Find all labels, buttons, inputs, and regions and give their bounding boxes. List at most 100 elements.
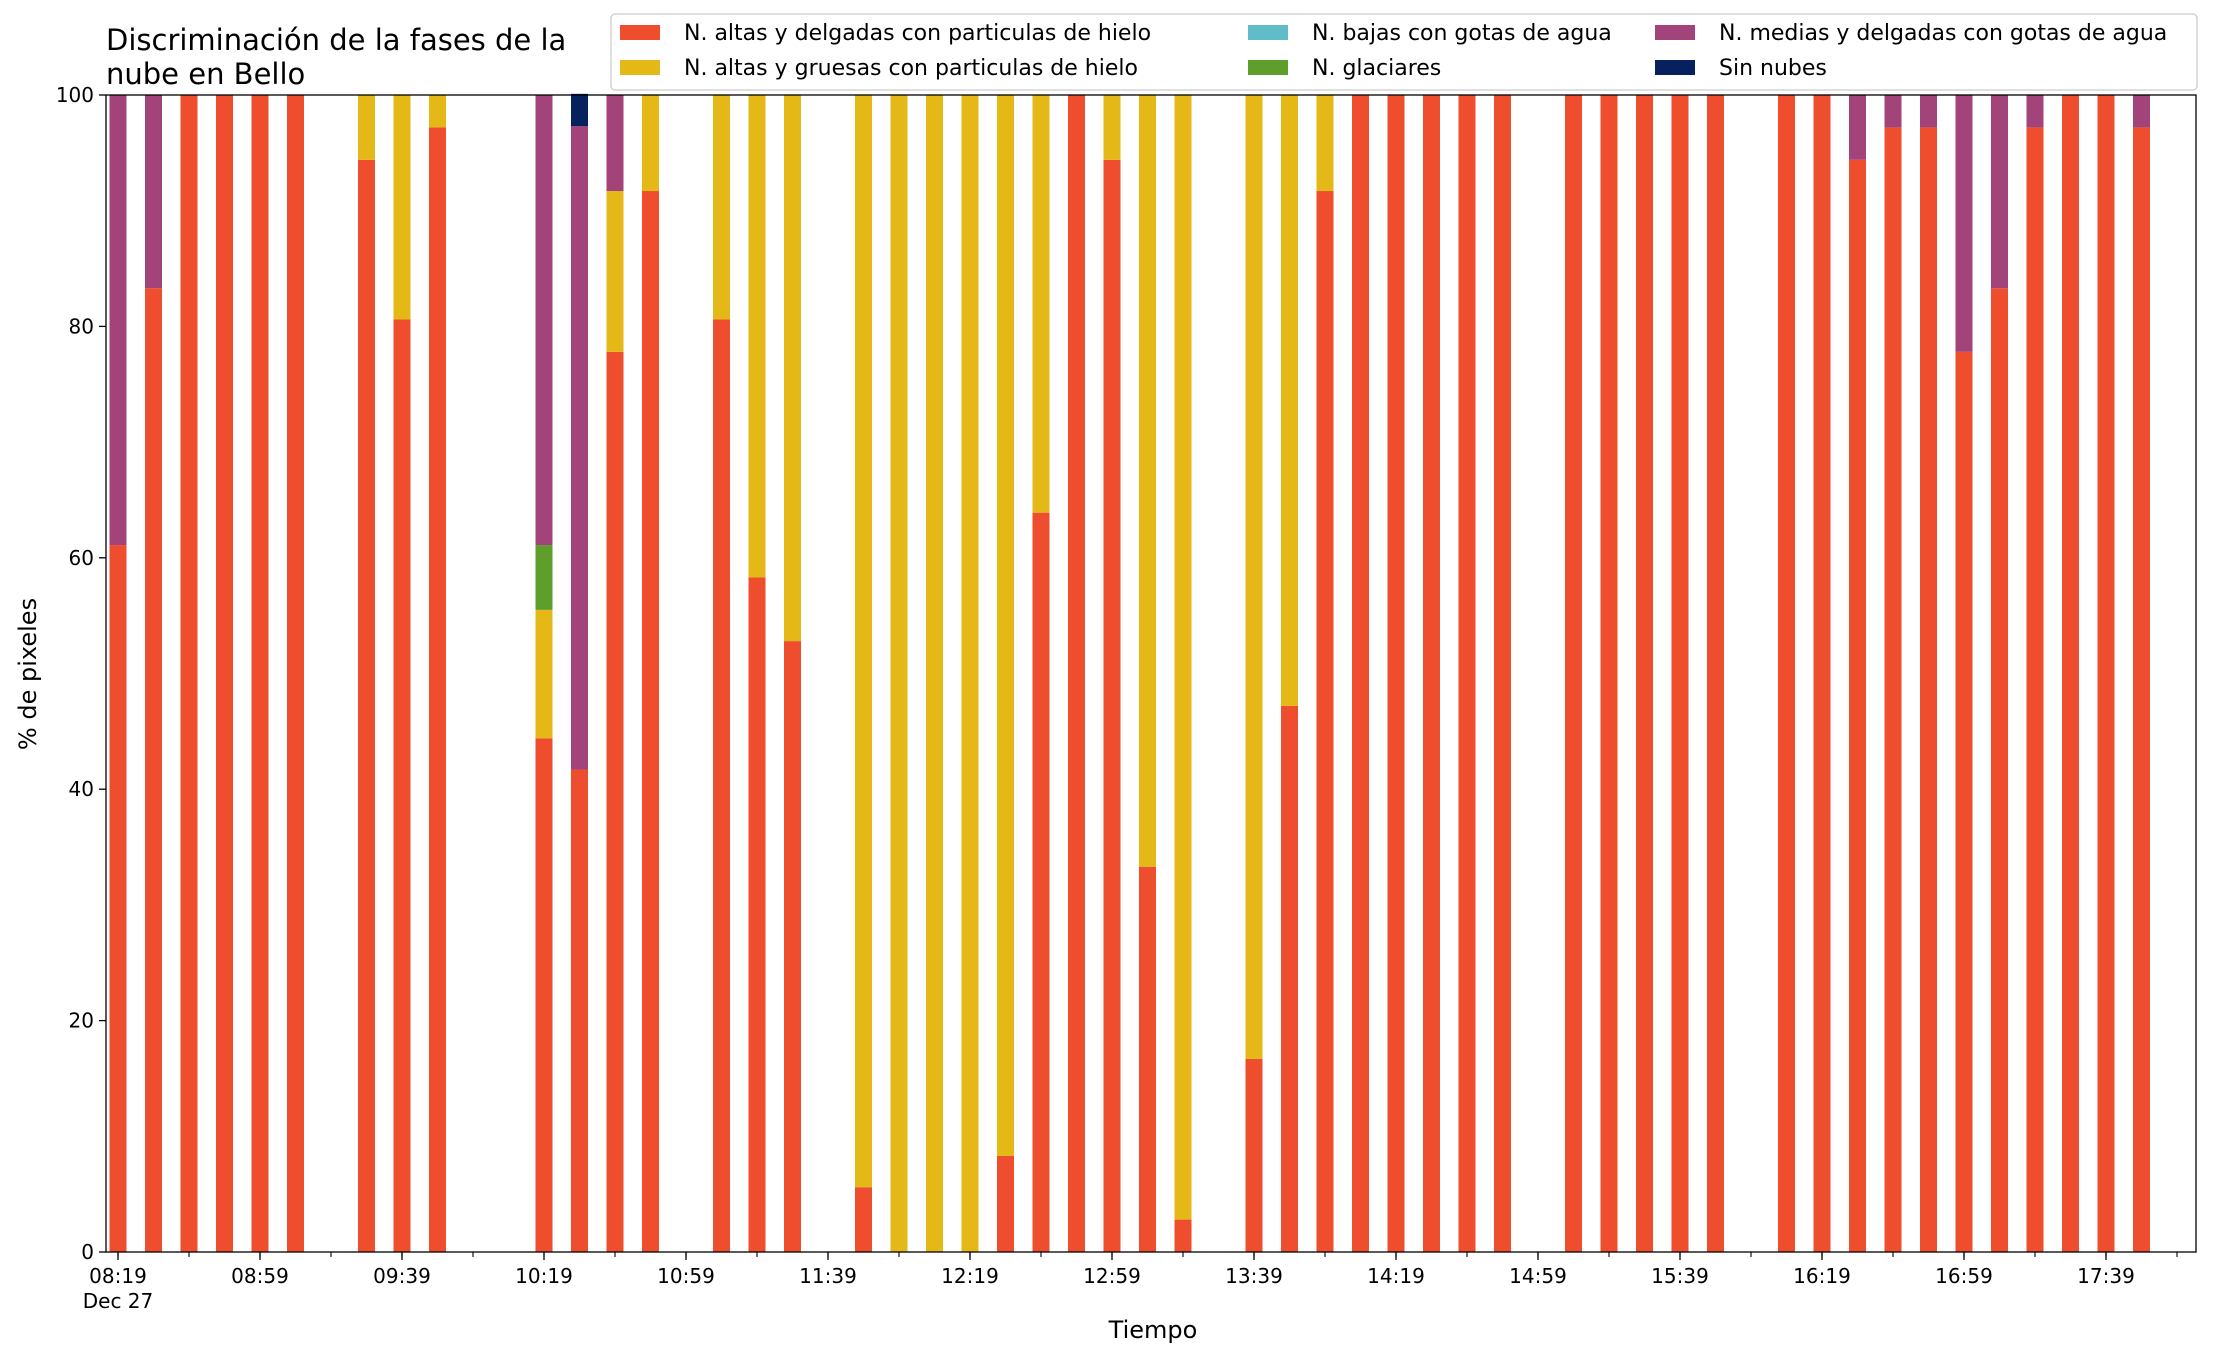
x-tick-label-1219: 12:19	[941, 1264, 999, 1288]
bar-segment-1529-s0	[1636, 95, 1653, 1252]
legend-swatch-3	[1248, 60, 1288, 75]
bar-segment-1349-s1	[1281, 95, 1298, 706]
bar-segment-0849-s0	[216, 95, 233, 1252]
bar-segment-1619-s0	[1813, 95, 1831, 1252]
y-tick-label-0: 0	[81, 1240, 94, 1264]
bar-segment-1649-s0	[1920, 127, 1937, 1252]
bar-segment-1049-s0	[642, 191, 659, 1252]
legend-label-1: N. altas y gruesas con particulas de hie…	[684, 56, 1138, 81]
bar-segment-1339-s0	[1245, 1058, 1263, 1252]
bar-segment-1539-s0	[1671, 95, 1689, 1252]
bar-segment-0819-s4	[109, 95, 127, 546]
bar-segment-1509-s0	[1565, 95, 1582, 1252]
x-tick-label-1339: 13:39	[1225, 1264, 1283, 1288]
bar-segment-1319-s1	[1174, 95, 1192, 1220]
bar-segment-1229-s0	[997, 1155, 1014, 1252]
x-tick-label-0859: 08:59	[231, 1264, 289, 1288]
bar-segment-1349-s0	[1281, 705, 1298, 1252]
chart-title-line-2: nube en Bello	[106, 57, 305, 91]
bar-segment-1119-s1	[748, 95, 766, 578]
x-tick-date-label: Dec 27	[83, 1289, 154, 1313]
bar-segment-0939-s0	[393, 319, 411, 1253]
bar-segment-1429-s0	[1423, 95, 1440, 1252]
bar-segment-0829-s0	[145, 288, 162, 1253]
bar-segment-1259-s1	[1103, 95, 1121, 160]
bar-segment-1319-s0	[1174, 1219, 1192, 1252]
legend: N. altas y delgadas con particulas de hi…	[610, 13, 2198, 91]
bar-segment-1259-s0	[1103, 159, 1121, 1252]
legend-swatch-5	[1655, 60, 1695, 75]
bar-segment-1309-s0	[1139, 866, 1156, 1252]
bar-segment-1409-s0	[1352, 95, 1369, 1252]
bar-segment-1029-s0	[571, 769, 588, 1252]
x-tick-label-1139: 11:39	[799, 1264, 857, 1288]
axes-group	[105, 94, 2197, 1253]
bar-segment-1209-s1	[926, 95, 943, 1252]
x-tick-label-0939: 09:39	[373, 1264, 431, 1288]
bar-segment-1239-s0	[1032, 512, 1050, 1252]
bar-segment-1239-s1	[1032, 95, 1050, 513]
bar-segment-1109-s1	[713, 95, 730, 320]
legend-label-3: N. glaciares	[1312, 56, 1441, 81]
bar-segment-0859-s0	[251, 95, 269, 1252]
bar-segment-1729-s0	[2062, 95, 2079, 1252]
bar-segment-1609-s0	[1778, 95, 1795, 1252]
bar-segment-1709-s0	[1991, 288, 2008, 1253]
bar-segment-1129-s0	[784, 641, 801, 1252]
chart-title-line-1: Discriminación de la fases de la	[106, 23, 566, 57]
bar-segment-0839-s0	[180, 95, 198, 1252]
bar-segment-1739-s0	[2097, 95, 2115, 1252]
bar-segment-1519-s0	[1600, 95, 1618, 1252]
x-tick-label-1539: 15:39	[1651, 1264, 1709, 1288]
bar-segment-0949-s1	[429, 95, 446, 128]
bar-segment-1649-s4	[1920, 95, 1937, 128]
bar-segment-1339-s1	[1245, 95, 1263, 1059]
x-axis-label: Tiempo	[1108, 1316, 1198, 1344]
bar-segment-1629-s4	[1849, 95, 1866, 160]
bar-segment-0949-s0	[429, 127, 446, 1252]
x-tick-label-0819: 08:19	[89, 1264, 147, 1288]
bar-segment-1309-s1	[1139, 95, 1156, 867]
bar-segment-1229-s1	[997, 95, 1014, 1156]
y-tick-label-40: 40	[69, 777, 94, 801]
x-tick-label-1619: 16:19	[1793, 1264, 1851, 1288]
bars-group	[109, 93, 2150, 1253]
bar-segment-1639-s4	[1884, 95, 1902, 128]
bar-segment-1129-s1	[784, 95, 801, 642]
legend-label-5: Sin nubes	[1719, 56, 1827, 81]
legend-swatch-1	[620, 60, 660, 75]
legend-label-2: N. bajas con gotas de agua	[1312, 21, 1612, 46]
bar-segment-1749-s0	[2133, 127, 2150, 1252]
bar-segment-1029-s5	[571, 93, 588, 127]
bar-segment-1709-s4	[1991, 95, 2008, 289]
bar-segment-1419-s0	[1387, 95, 1405, 1252]
y-axis-label: % de pixeles	[14, 598, 42, 750]
plot-frame	[105, 94, 2197, 1253]
bar-segment-1719-s0	[2026, 127, 2044, 1252]
bar-segment-1549-s0	[1707, 95, 1724, 1252]
x-tick-label-1019: 10:19	[515, 1264, 573, 1288]
bar-segment-1659-s4	[1955, 95, 1973, 352]
bar-segment-1449-s0	[1494, 95, 1511, 1252]
legend-label-4: N. medias y delgadas con gotas de agua	[1719, 21, 2167, 46]
bar-segment-1249-s0	[1068, 95, 1085, 1252]
bar-segment-1109-s0	[713, 319, 730, 1253]
bar-segment-1359-s0	[1316, 191, 1334, 1252]
bar-segment-1039-s0	[606, 351, 624, 1253]
chart-title: Discriminación de la fases de la nube en…	[106, 23, 566, 91]
bar-segment-1029-s4	[571, 126, 588, 770]
bar-segment-1719-s4	[2026, 95, 2044, 128]
bar-segment-1659-s0	[1955, 351, 1973, 1253]
bar-segment-1019-s3	[535, 545, 553, 610]
bar-segment-1159-s1	[890, 95, 908, 1252]
bar-segment-0819-s0	[109, 545, 127, 1252]
legend-label-0: N. altas y delgadas con particulas de hi…	[684, 21, 1151, 46]
bar-segment-1629-s0	[1849, 159, 1866, 1252]
y-tick-label-100: 100	[56, 83, 94, 107]
x-tick-label-1059: 10:59	[657, 1264, 715, 1288]
bar-segment-0829-s4	[145, 95, 162, 289]
bar-segment-1749-s4	[2133, 95, 2150, 128]
x-tick-label-1259: 12:59	[1083, 1264, 1141, 1288]
